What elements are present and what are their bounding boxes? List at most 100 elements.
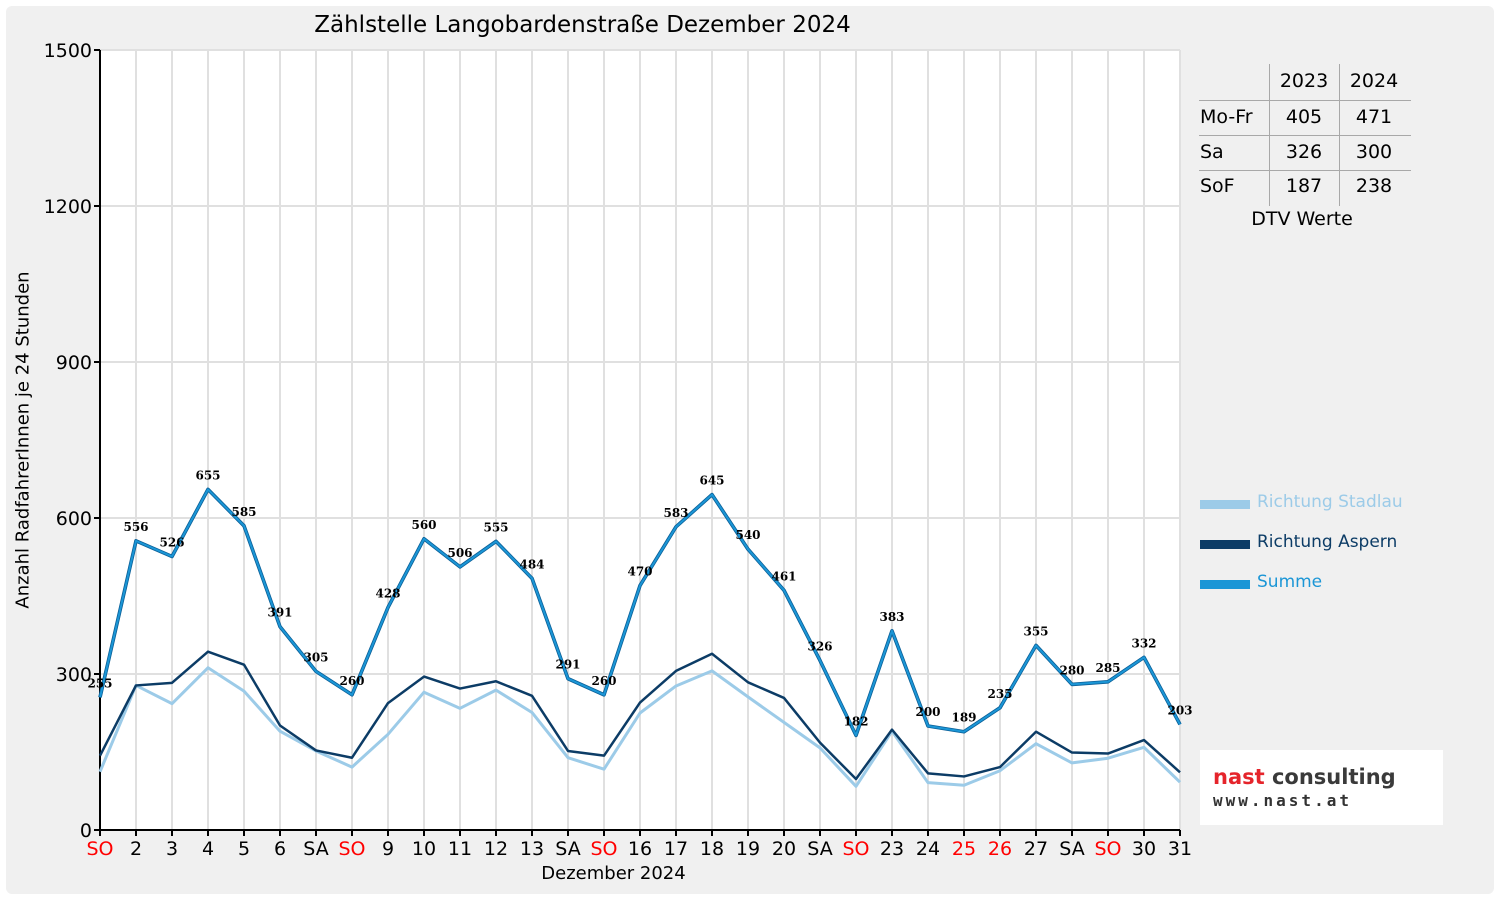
x-tick-label: 26	[988, 838, 1012, 860]
data-label: 383	[879, 610, 904, 624]
x-tick-label: 20	[772, 838, 796, 860]
x-tick-label: 6	[274, 838, 286, 860]
data-label: 260	[591, 674, 616, 688]
table-cell: 326	[1285, 141, 1323, 163]
legend-label: Richtung Aspern	[1257, 532, 1398, 552]
data-label: 182	[843, 714, 868, 728]
data-label: 655	[195, 468, 220, 482]
x-tick-label: 25	[952, 838, 976, 860]
data-label: 484	[519, 557, 544, 571]
x-tick-label: 18	[700, 838, 724, 860]
data-label: 285	[1095, 661, 1120, 675]
legend-swatch	[1200, 580, 1250, 589]
data-label: 291	[555, 658, 580, 672]
table-header-2024: 2024	[1349, 70, 1399, 92]
x-tick-label: 3	[166, 838, 178, 860]
table-row-label: SoF	[1200, 175, 1235, 197]
table-divider	[1199, 170, 1411, 171]
logo-url: www.nast.at	[1213, 791, 1352, 810]
data-label: 526	[159, 535, 184, 549]
data-label: 540	[735, 528, 760, 542]
data-label: 235	[987, 687, 1012, 701]
data-label: 305	[303, 650, 328, 664]
series-line-stadlau	[98, 666, 1182, 788]
dtv-caption: DTV Werte	[1251, 208, 1353, 230]
x-tick-label: SO	[590, 838, 617, 860]
data-label: 280	[1059, 663, 1084, 677]
x-tick-label: 31	[1168, 838, 1192, 860]
data-label: 255	[87, 676, 112, 690]
legend-label: Summe	[1257, 572, 1323, 592]
table-cell: 187	[1285, 175, 1323, 197]
legend-item-summe: Summe	[1200, 572, 1500, 596]
x-tick-label: SO	[842, 838, 869, 860]
table-cell: 405	[1285, 106, 1323, 128]
table-header-2023: 2023	[1279, 70, 1329, 92]
legend-item-stadlau: Richtung Stadlau	[1200, 492, 1500, 516]
x-tick-label: 9	[382, 838, 394, 860]
y-tick-label: 0	[80, 820, 92, 842]
series-line-aspern	[98, 650, 1181, 781]
data-label: 391	[267, 606, 292, 620]
x-tick-label: 27	[1024, 838, 1048, 860]
x-tick-label: SO	[338, 838, 365, 860]
data-label: 470	[627, 565, 652, 579]
x-tick-label: 17	[664, 838, 688, 860]
data-label: 260	[339, 674, 364, 688]
chart-title: Zählstelle Langobardenstraße Dezember 20…	[314, 12, 851, 38]
logo-wordmark: nast consulting	[1213, 765, 1396, 789]
data-label: 645	[699, 474, 724, 488]
data-label: 555	[483, 520, 508, 534]
x-tick-label: 13	[520, 838, 544, 860]
legend-item-aspern: Richtung Aspern	[1200, 532, 1500, 556]
y-tick-label: 300	[56, 664, 92, 686]
data-label: 585	[231, 505, 256, 519]
data-label: 556	[123, 520, 148, 534]
x-tick-label: 11	[448, 838, 472, 860]
data-label: 506	[447, 546, 472, 560]
legend-swatch	[1200, 540, 1250, 549]
data-label: 583	[663, 506, 688, 520]
table-row-label: Sa	[1200, 141, 1224, 163]
y-tick-label: 1500	[44, 40, 92, 62]
table-row-label: Mo-Fr	[1200, 106, 1253, 128]
x-tick-label: 30	[1132, 838, 1156, 860]
x-tick-label: 2	[130, 838, 142, 860]
x-tick-label: SA	[303, 838, 328, 860]
data-label: 428	[375, 586, 400, 600]
data-label: 560	[411, 518, 436, 532]
table-cell: 300	[1355, 141, 1393, 163]
nast-consulting-logo: nast consulting www.nast.at	[1200, 750, 1443, 825]
x-tick-label: 4	[202, 838, 214, 860]
x-tick-label: SO	[1094, 838, 1121, 860]
legend-swatch	[1200, 500, 1250, 509]
table-cell: 238	[1355, 175, 1393, 197]
x-axis-label: Dezember 2024	[541, 863, 686, 884]
table-divider	[1199, 100, 1411, 101]
x-tick-label: 16	[628, 838, 652, 860]
dtv-table: 2023 2024 Mo-Fr 405 471 Sa 326 300 SoF 1…	[1196, 64, 1412, 206]
data-label: 355	[1023, 624, 1048, 638]
x-tick-label: SA	[555, 838, 580, 860]
x-tick-label: SA	[1059, 838, 1084, 860]
data-label: 332	[1131, 636, 1156, 650]
data-label: 203	[1167, 703, 1192, 717]
y-tick-label: 1200	[44, 196, 92, 218]
series-line-summe	[99, 488, 1181, 737]
x-tick-label: SO	[86, 838, 113, 860]
x-tick-label: 12	[484, 838, 508, 860]
y-tick-label: 900	[56, 352, 92, 374]
table-divider	[1199, 135, 1411, 136]
data-label: 189	[951, 711, 976, 725]
data-label: 326	[807, 639, 832, 653]
x-tick-label: 19	[736, 838, 760, 860]
table-cell: 471	[1355, 106, 1393, 128]
data-label: 461	[771, 569, 796, 583]
x-tick-label: SA	[807, 838, 832, 860]
x-tick-label: 24	[916, 838, 940, 860]
x-tick-label: 10	[412, 838, 436, 860]
x-tick-label: 5	[238, 838, 250, 860]
y-tick-label: 600	[56, 508, 92, 530]
legend-label: Richtung Stadlau	[1257, 492, 1403, 512]
